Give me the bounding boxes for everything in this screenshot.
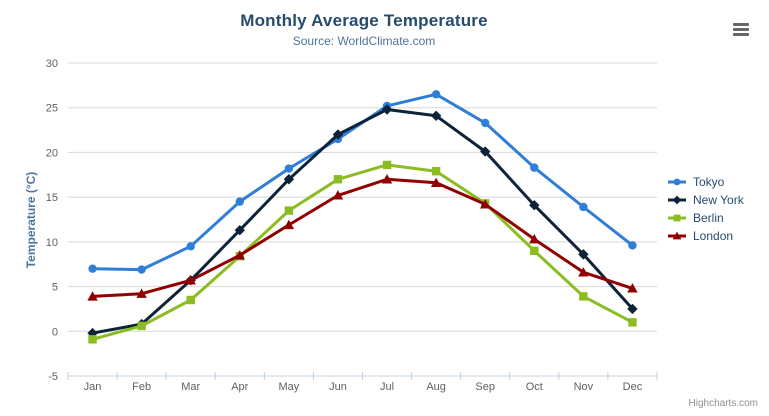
x-axis-labels: Jan Feb Mar Apr May Jun Jul Aug Sep Oct Nov Dec — [84, 381, 643, 393]
series-new-york[interactable] — [87, 104, 638, 339]
x-axis-label: Jul — [380, 381, 394, 393]
y-axis-label: 15 — [46, 192, 58, 204]
series-tokyo[interactable] — [88, 90, 637, 274]
x-axis-label: Feb — [132, 381, 151, 393]
legend-item-tokyo[interactable]: Tokyo — [668, 173, 744, 191]
hamburger-icon — [733, 27, 749, 31]
x-axis-label: Sep — [475, 381, 495, 393]
x-axis-label: Jan — [84, 381, 102, 393]
y-axis-label: 20 — [46, 147, 58, 159]
x-axis-label: Jun — [329, 381, 347, 393]
y-axis-labels: -5 0 5 10 15 20 25 30 — [46, 58, 58, 383]
legend-label: New York — [693, 193, 744, 207]
square-legend-icon — [668, 214, 686, 222]
y-axis-label: 5 — [52, 282, 58, 294]
legend-item-new-york[interactable]: New York — [668, 191, 744, 209]
x-axis-label: Apr — [231, 381, 248, 393]
legend: Tokyo New York Berlin London — [668, 173, 744, 245]
hamburger-icon — [733, 32, 749, 36]
y-axis-label: 0 — [52, 326, 58, 338]
y-axis-label: 30 — [46, 58, 58, 70]
chart-subtitle: Source: WorldClimate.com — [292, 34, 436, 48]
diamond-legend-icon — [668, 195, 686, 205]
legend-item-berlin[interactable]: Berlin — [668, 209, 744, 227]
x-axis — [67, 372, 658, 380]
hamburger-icon — [733, 22, 749, 26]
circle-legend-icon — [668, 178, 686, 186]
x-axis-label: Dec — [623, 381, 643, 393]
y-axis-label: -5 — [48, 371, 58, 383]
legend-label: London — [693, 229, 734, 243]
y-axis-label: 10 — [46, 237, 58, 249]
legend-label: Berlin — [693, 211, 724, 225]
x-axis-label: Nov — [574, 381, 594, 393]
x-axis-label: Aug — [426, 381, 446, 393]
legend-item-london[interactable]: London — [668, 227, 744, 245]
context-menu-button[interactable] — [729, 18, 753, 40]
y-axis-label: 25 — [46, 103, 58, 115]
credits-link[interactable]: Highcharts.com — [688, 398, 758, 409]
y-axis-title: Temperature (°C) — [24, 171, 38, 269]
x-axis-label: May — [278, 381, 299, 393]
series-london[interactable] — [87, 174, 638, 301]
triangle-legend-icon — [668, 231, 686, 240]
chart-title: Monthly Average Temperature — [240, 11, 488, 30]
x-axis-label: Oct — [526, 381, 543, 393]
x-axis-label: Mar — [181, 381, 200, 393]
legend-label: Tokyo — [693, 175, 725, 189]
